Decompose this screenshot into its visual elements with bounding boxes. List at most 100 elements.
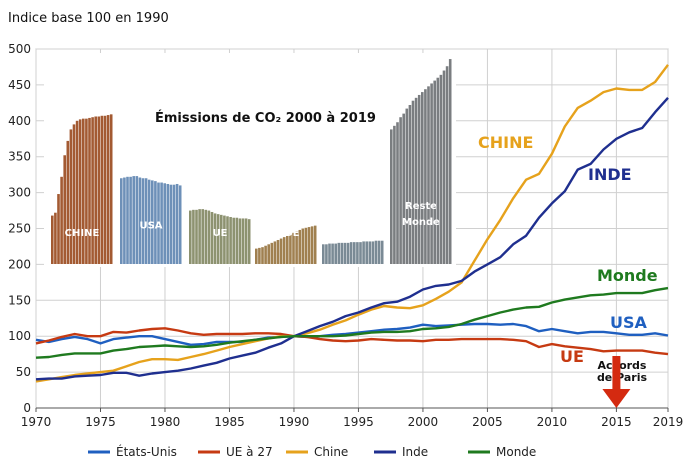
inset-bar bbox=[328, 243, 331, 264]
inset-bar bbox=[135, 176, 139, 264]
inset-bar bbox=[120, 178, 123, 264]
inset-bar bbox=[51, 215, 54, 264]
inset-bar bbox=[195, 209, 198, 264]
inset-bar bbox=[229, 217, 232, 264]
inset-bar bbox=[126, 176, 129, 264]
series-line-ue-27 bbox=[35, 327, 669, 356]
inset-bar bbox=[132, 176, 135, 264]
x-tick-label: 2000 bbox=[408, 415, 439, 429]
inset-bar bbox=[298, 229, 301, 264]
inset-bar bbox=[241, 218, 245, 264]
inset-bar bbox=[325, 244, 328, 264]
inset-bar bbox=[346, 242, 350, 264]
inset-bar bbox=[304, 227, 308, 264]
inset-bar bbox=[60, 176, 63, 264]
inset-bar bbox=[220, 214, 223, 264]
inset-bar bbox=[141, 178, 145, 264]
inset-label: INDE bbox=[272, 228, 299, 239]
inset-bar bbox=[109, 114, 113, 264]
inset-bar bbox=[154, 181, 157, 264]
x-tick-label: 1985 bbox=[214, 415, 245, 429]
inset-bar bbox=[436, 77, 440, 264]
annotation-text: Accords bbox=[598, 359, 647, 372]
x-tick-label: 1980 bbox=[150, 415, 181, 429]
inset-bar bbox=[72, 124, 76, 264]
inset-bar bbox=[97, 116, 101, 264]
inset-bar bbox=[448, 59, 452, 264]
inset-bar bbox=[353, 242, 356, 264]
inset-bar bbox=[313, 225, 317, 264]
y-tick-label: 400 bbox=[8, 114, 31, 128]
inset-bar bbox=[301, 228, 305, 264]
inset-bar bbox=[380, 240, 384, 264]
inset-bar bbox=[307, 227, 311, 264]
series-label: INDE bbox=[588, 165, 632, 184]
inset-bar bbox=[270, 242, 274, 264]
inset-group-inde: INDE bbox=[255, 225, 317, 264]
inset-bar bbox=[402, 113, 405, 265]
inset-bar bbox=[189, 210, 192, 264]
y-tick-label: 500 bbox=[8, 42, 31, 56]
x-tick-label: 2010 bbox=[537, 415, 568, 429]
series-line-monde bbox=[35, 286, 669, 359]
inset-label: CHINE bbox=[65, 228, 100, 239]
inset-bar bbox=[192, 209, 195, 264]
inset-bar bbox=[85, 118, 88, 264]
inset-bar bbox=[103, 115, 107, 264]
x-tick-label: 2019 bbox=[653, 415, 684, 429]
inset-bar bbox=[123, 177, 126, 264]
series-line-inde bbox=[35, 96, 669, 381]
inset-bar bbox=[223, 215, 226, 264]
series-labels: USA UE CHINE INDE Monde bbox=[478, 133, 658, 366]
y-tick-label: 250 bbox=[8, 222, 31, 236]
inset-bar bbox=[238, 218, 242, 264]
y-tick-label: 450 bbox=[8, 78, 31, 92]
y-tick-label: 200 bbox=[8, 257, 31, 271]
inset-label: USA bbox=[139, 221, 162, 232]
legend-label: États-Unis bbox=[116, 444, 177, 459]
inset-label: RUSSIE bbox=[333, 228, 373, 239]
co2-bar-inset: CHINE USA UE INDE RUSSIE Reste Monde Émissions … bbox=[44, 53, 456, 267]
series-lines bbox=[35, 64, 669, 383]
inset-bar bbox=[421, 92, 424, 264]
inset-bar bbox=[322, 244, 325, 264]
inset-bar bbox=[362, 241, 365, 264]
inset-bar bbox=[91, 117, 94, 265]
chart-title: Indice base 100 en 1990 bbox=[8, 11, 169, 26]
y-tick-label: 350 bbox=[8, 150, 31, 164]
inset-group-ue: UE bbox=[189, 209, 251, 264]
inset-group-reste-monde: Reste Monde bbox=[390, 59, 452, 265]
legend: États-Unis UE à 27 Chine Inde Monde bbox=[88, 444, 536, 459]
inset-bar bbox=[405, 108, 409, 265]
inset-bar bbox=[244, 218, 248, 264]
inset-bar bbox=[261, 247, 264, 264]
legend-label: Inde bbox=[402, 445, 428, 459]
inset-bar bbox=[273, 241, 277, 264]
y-tick-label: 300 bbox=[8, 186, 31, 200]
inset-bar bbox=[216, 214, 220, 264]
x-tick-label: 1990 bbox=[279, 415, 310, 429]
inset-bar bbox=[442, 70, 446, 264]
series-label: USA bbox=[610, 313, 648, 332]
annotation-text: de Paris bbox=[597, 371, 648, 384]
inset-bar bbox=[359, 242, 362, 264]
inset-bar bbox=[82, 118, 85, 264]
inset-bar bbox=[232, 217, 235, 264]
inset-bar bbox=[365, 241, 368, 264]
inset-bar bbox=[331, 243, 334, 264]
inset-bar bbox=[371, 241, 375, 264]
inset-title: Émissions de CO₂ 2000 à 2019 bbox=[155, 110, 376, 126]
inset-bar bbox=[439, 74, 443, 265]
inset-bar bbox=[78, 119, 82, 264]
inset-bar bbox=[396, 122, 399, 265]
inset-bar bbox=[172, 184, 176, 264]
inset-bar bbox=[226, 216, 229, 264]
inset-bar bbox=[310, 226, 314, 264]
inset-bar bbox=[57, 194, 60, 264]
inset-bar bbox=[207, 210, 211, 264]
inset-bar bbox=[337, 242, 341, 264]
inset-label: UE bbox=[213, 228, 228, 239]
inset-bar bbox=[289, 234, 292, 264]
inset-bar bbox=[157, 182, 160, 264]
